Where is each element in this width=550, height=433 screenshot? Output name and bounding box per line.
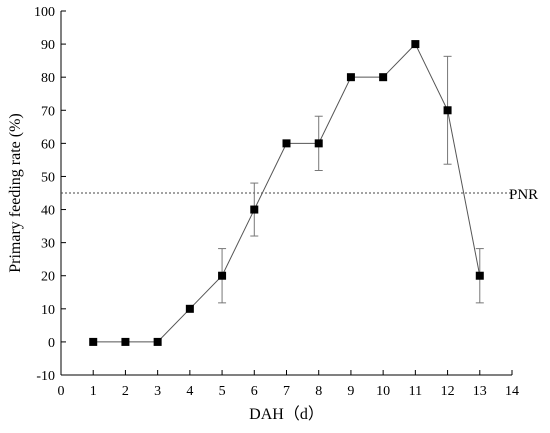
x-tick-label: 9	[347, 384, 354, 399]
data-point	[121, 337, 130, 346]
x-tick-label: 1	[90, 384, 97, 399]
data-point	[185, 304, 194, 313]
y-tick-label: -10	[36, 369, 55, 384]
y-tick-label: 50	[41, 170, 55, 185]
x-tick-label: 12	[441, 384, 455, 399]
data-point	[153, 337, 162, 346]
y-tick-label: 30	[41, 237, 55, 252]
data-point	[443, 106, 452, 115]
y-tick-label: 100	[34, 5, 55, 20]
y-tick-label: 40	[41, 204, 55, 219]
data-point	[314, 139, 323, 148]
y-tick-label: 60	[41, 137, 55, 152]
y-tick-label: 0	[48, 336, 55, 351]
pnr-label: PNR	[509, 187, 538, 203]
data-point	[475, 271, 484, 280]
y-ticks: -10 0 10 20 30 40 50 60 70 80 90 100	[34, 5, 66, 384]
data-series	[89, 40, 484, 346]
data-point	[346, 73, 355, 82]
data-point	[250, 205, 259, 214]
x-tick-label: 5	[219, 384, 226, 399]
x-tick-label: 11	[409, 384, 422, 399]
x-axis-title: DAH（d）	[249, 405, 324, 423]
y-tick-label: 90	[41, 38, 55, 53]
x-ticks: 0 1 2 3 4 5 6 7 8 9 10 11 12 13 14	[58, 370, 519, 399]
x-tick-label: 14	[505, 384, 519, 399]
x-tick-label: 0	[58, 384, 65, 399]
x-tick-label: 4	[186, 384, 193, 399]
x-tick-label: 2	[122, 384, 129, 399]
y-tick-label: 80	[41, 71, 55, 86]
y-tick-label: 70	[41, 104, 55, 119]
y-tick-label: 10	[41, 303, 55, 318]
pnr-reference: PNR	[61, 187, 538, 203]
x-tick-label: 6	[251, 384, 258, 399]
x-tick-label: 10	[376, 384, 390, 399]
x-tick-label: 8	[315, 384, 322, 399]
x-tick-label: 3	[154, 384, 161, 399]
x-tick-label: 13	[473, 384, 487, 399]
x-tick-label: 7	[283, 384, 290, 399]
data-point	[379, 73, 388, 82]
data-point	[218, 271, 227, 280]
y-axis-title: Primary feeding rate (%)	[7, 113, 24, 272]
data-point	[411, 40, 420, 49]
data-point	[89, 337, 98, 346]
y-tick-label: 20	[41, 270, 55, 285]
data-point	[282, 139, 291, 148]
